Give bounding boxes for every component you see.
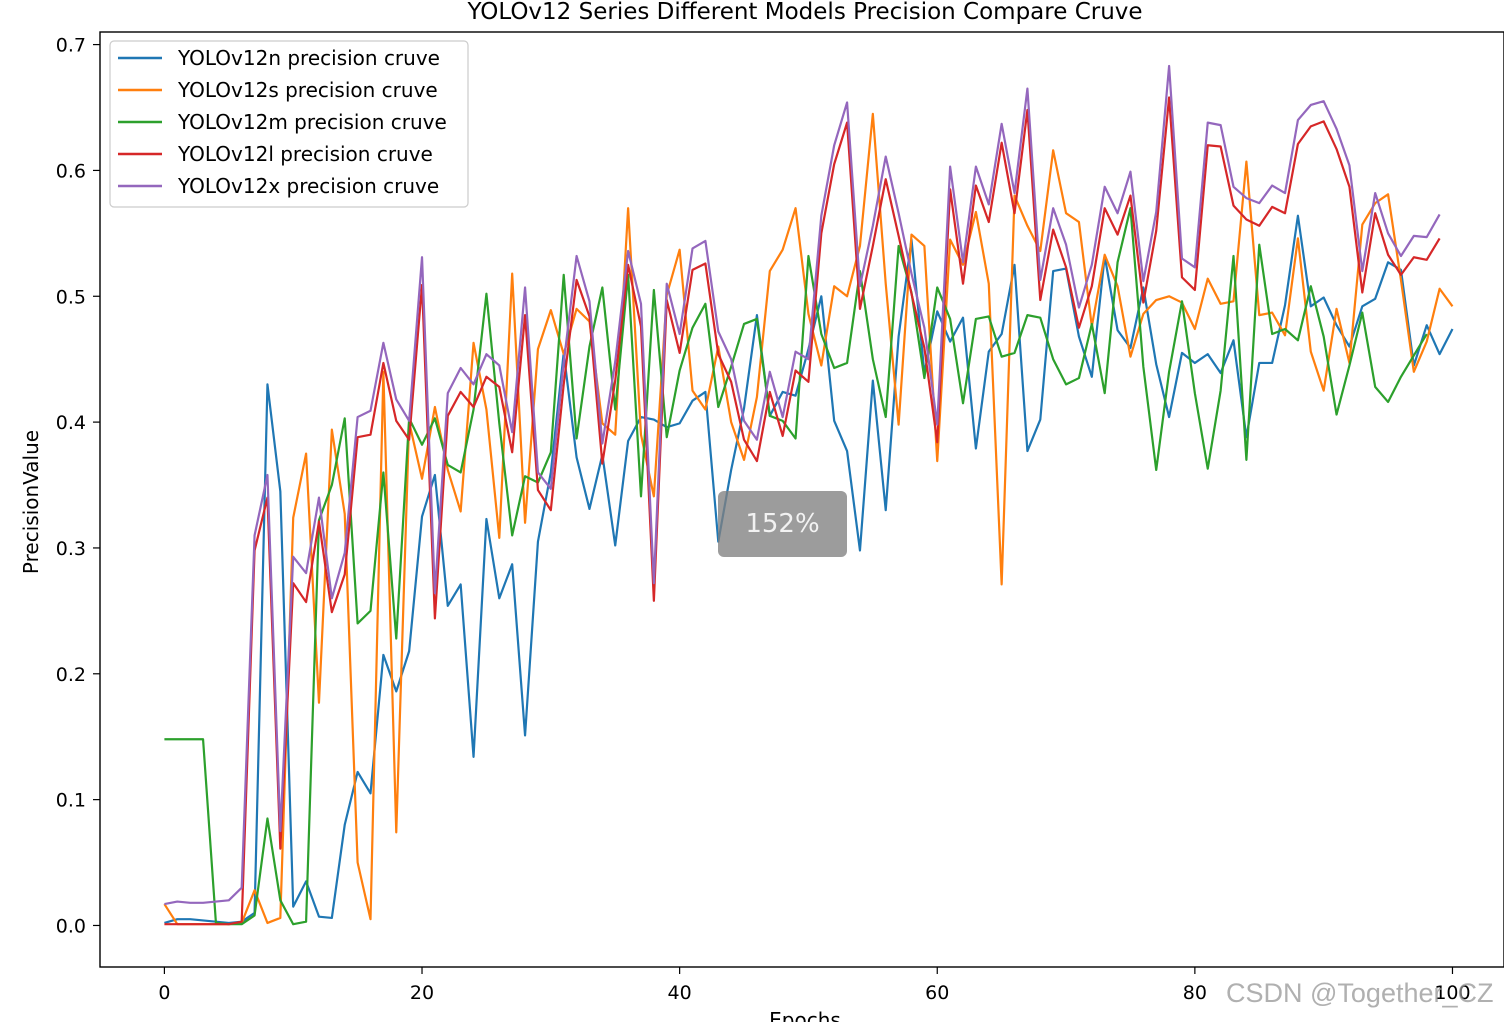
chart-title: YOLOv12 Series Different Models Precisio… xyxy=(466,0,1142,25)
x-tick-label: 20 xyxy=(410,982,434,1004)
legend-label-4: YOLOv12x precision cruve xyxy=(177,174,439,198)
legend-box xyxy=(109,40,469,208)
x-tick-label: 0 xyxy=(158,982,170,1004)
x-axis-label: Epochs xyxy=(769,1008,841,1022)
series-line-1 xyxy=(163,112,1454,926)
y-tick-label: 0.4 xyxy=(56,412,86,434)
watermark-text: CSDN @Together_CZ xyxy=(1226,978,1494,1008)
zoom-level-badge: 152% xyxy=(718,491,847,557)
x-tick-label: 60 xyxy=(925,982,949,1004)
series-line-3 xyxy=(164,96,1441,926)
y-tick-label: 0.7 xyxy=(56,35,86,57)
y-axis-ticks: 0.0 0.1 0.2 0.3 0.4 0.5 0.6 0.7 xyxy=(56,35,100,937)
axes-frame xyxy=(99,31,1504,968)
legend-items: YOLOv12n precision cruve YOLOv12s precisi… xyxy=(118,46,447,198)
series-line-0 xyxy=(164,214,1454,925)
y-tick-label: 0.2 xyxy=(56,664,86,686)
y-tick-label: 0.3 xyxy=(56,538,86,560)
series-lines xyxy=(163,64,1454,926)
x-tick-label: 80 xyxy=(1183,982,1207,1004)
legend-label-1: YOLOv12s precision cruve xyxy=(177,78,438,102)
legend: YOLOv12n precision cruve YOLOv12s precisi… xyxy=(109,40,469,208)
series-line-4 xyxy=(164,64,1441,906)
series-line-2 xyxy=(164,207,1428,926)
y-tick-label: 0.1 xyxy=(56,790,86,812)
y-axis-label: PrecisionValue xyxy=(19,430,43,574)
legend-label-3: YOLOv12l precision cruve xyxy=(177,142,433,166)
y-tick-label: 0.6 xyxy=(56,160,86,182)
y-tick-label: 0.5 xyxy=(56,286,86,308)
x-tick-label: 40 xyxy=(668,982,692,1004)
x-axis-ticks: 0 20 40 60 80 100 xyxy=(158,967,1471,1004)
x-tick-label: 100 xyxy=(1434,982,1470,1004)
legend-label-0: YOLOv12n precision cruve xyxy=(177,46,440,70)
legend-label-2: YOLOv12m precision cruve xyxy=(177,110,447,134)
y-tick-label: 0.0 xyxy=(56,915,86,937)
